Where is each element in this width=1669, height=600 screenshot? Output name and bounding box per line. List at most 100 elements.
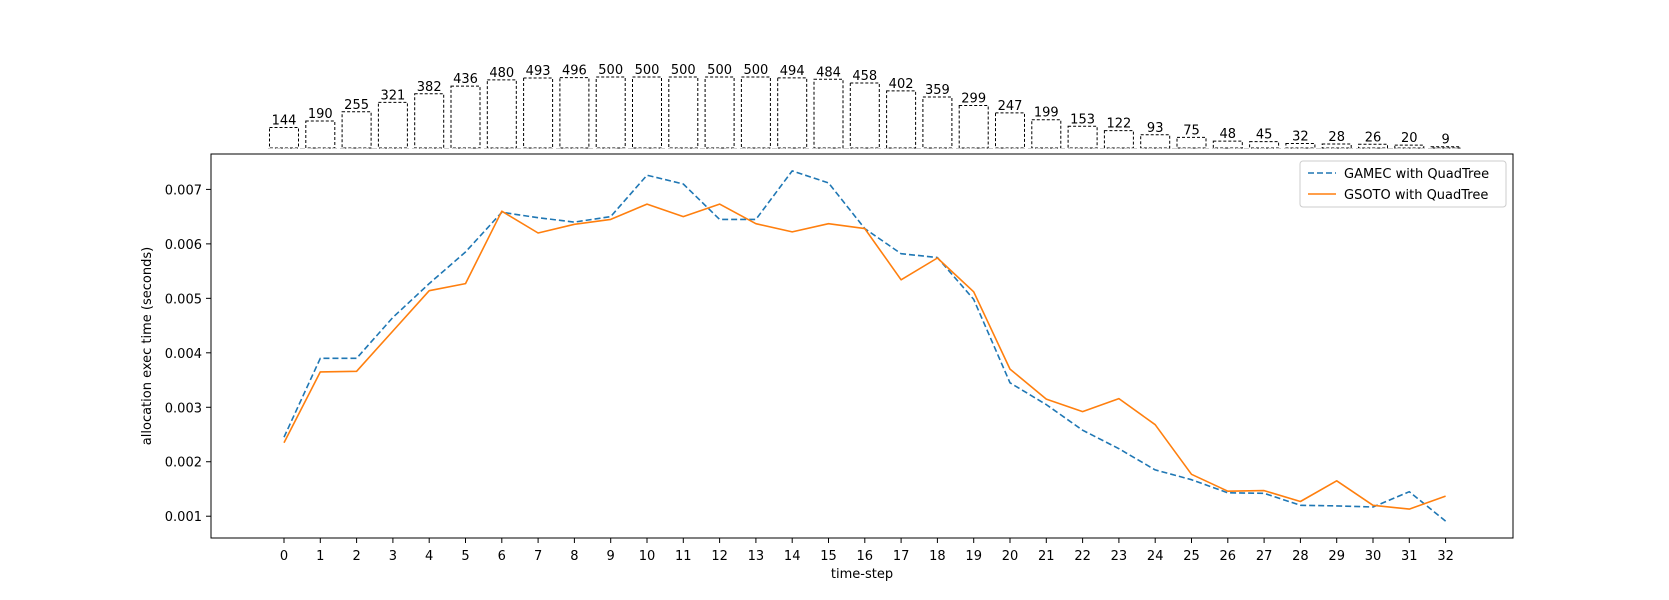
x-tick-label: 19 [965, 549, 982, 564]
series-line-gamec [283, 170, 1447, 522]
count-bar [305, 120, 336, 149]
x-tick-label: 0 [280, 549, 288, 564]
x-tick-label: 21 [1038, 549, 1055, 564]
series-lines [283, 170, 1447, 522]
x-tick-label: 10 [639, 549, 656, 564]
legend-label-gamec: GAMEC with QuadTree [1344, 167, 1489, 182]
count-bar-label: 153 [1070, 112, 1095, 127]
legend-label-gsoto: GSOTO with QuadTree [1344, 188, 1488, 203]
x-tick-label: 8 [570, 549, 578, 564]
count-bar [668, 76, 699, 149]
count-bar [813, 78, 844, 149]
x-axis-label: time-step [831, 567, 893, 582]
legend: GAMEC with QuadTree GSOTO with QuadTree [1299, 160, 1507, 208]
count-bar-label: 122 [1106, 117, 1131, 132]
count-bar [377, 101, 408, 149]
x-tick-label: 29 [1328, 549, 1345, 564]
x-tick-label: 5 [461, 549, 469, 564]
x-tick-label: 14 [784, 549, 801, 564]
count-bar-label: 144 [272, 114, 297, 129]
count-bar-label: 299 [961, 92, 986, 107]
count-bar-label: 93 [1147, 121, 1164, 136]
count-bar-label: 45 [1256, 128, 1273, 143]
x-tick-label: 32 [1437, 549, 1454, 564]
count-bar-label: 247 [998, 99, 1023, 114]
count-bar [1212, 140, 1243, 149]
x-tick-label: 6 [498, 549, 506, 564]
count-bar-label: 32 [1292, 129, 1309, 144]
x-tick-label: 31 [1401, 549, 1418, 564]
count-bar [269, 127, 299, 149]
x-tick-label: 26 [1220, 549, 1237, 564]
count-bar-label: 359 [925, 83, 950, 98]
count-bar-label: 458 [852, 69, 877, 84]
count-bar [777, 77, 808, 149]
x-tick-label: 16 [857, 549, 874, 564]
count-bar [523, 77, 554, 149]
x-tick-label: 27 [1256, 549, 1273, 564]
count-bar-label: 28 [1328, 130, 1345, 145]
y-tick-label: 0.007 [165, 183, 202, 198]
count-bar [559, 77, 590, 149]
count-bar-label: 20 [1401, 131, 1418, 146]
x-tick-label: 17 [893, 549, 910, 564]
x-tick-label: 3 [389, 549, 397, 564]
count-bar-label: 494 [780, 64, 805, 79]
count-bar [1067, 125, 1098, 149]
x-tick-label: 7 [534, 549, 542, 564]
count-bar [922, 96, 953, 149]
count-bar [1176, 136, 1207, 149]
count-bar-label: 496 [562, 64, 587, 79]
y-tick-label: 0.003 [165, 401, 202, 416]
count-bar [450, 85, 481, 149]
count-bar-label: 500 [635, 63, 660, 78]
y-axis: 0.001 0.002 0.003 0.004 0.005 0.006 0.007 [165, 183, 211, 525]
y-axis-label: allocation exec time (seconds) [140, 247, 155, 445]
x-tick-label: 23 [1111, 549, 1128, 564]
count-bar-label: 48 [1220, 127, 1237, 142]
x-tick-label: 22 [1074, 549, 1091, 564]
x-tick-label: 24 [1147, 549, 1164, 564]
x-tick-label: 1 [316, 549, 324, 564]
count-bar [414, 93, 445, 149]
count-bar [740, 76, 771, 149]
count-bar-label: 402 [889, 77, 914, 92]
x-tick-label: 11 [675, 549, 692, 564]
count-bar [1249, 141, 1280, 149]
count-bar-label: 190 [308, 107, 333, 122]
count-bar-label: 500 [598, 63, 623, 78]
count-bar [1285, 142, 1316, 149]
count-bar [1394, 144, 1425, 149]
count-bar-label: 255 [344, 98, 369, 113]
count-bar [849, 82, 880, 149]
count-bar [886, 90, 917, 149]
count-bar-label: 500 [707, 63, 732, 78]
plot-area [210, 153, 1514, 539]
x-tick-label: 4 [425, 549, 433, 564]
count-bar [1031, 119, 1062, 149]
count-bar-label: 480 [489, 66, 514, 81]
x-tick-label: 15 [820, 549, 837, 564]
count-bar [341, 111, 372, 149]
count-bar-label: 199 [1034, 106, 1059, 121]
x-tick-label: 9 [607, 549, 615, 564]
count-bar-label: 321 [380, 88, 405, 103]
y-tick-label: 0.005 [165, 292, 202, 307]
count-bar [486, 79, 517, 149]
count-bar-label: 484 [816, 65, 841, 80]
x-tick-label: 25 [1183, 549, 1200, 564]
x-axis: 0 1 2 3 4 5 6 7 8 9 10 11 12 13 14 15 16 17 18 19 20 21 22 23 24… [280, 538, 1454, 564]
x-tick-label: 18 [929, 549, 946, 564]
count-bar [595, 76, 626, 149]
count-bar-label: 382 [417, 80, 442, 95]
count-bar-label: 436 [453, 72, 478, 87]
x-tick-label: 30 [1365, 549, 1382, 564]
count-bar [1103, 130, 1134, 149]
x-tick-label: 28 [1292, 549, 1309, 564]
legend-box [1299, 160, 1507, 208]
y-tick-label: 0.002 [165, 456, 202, 471]
x-tick-label: 2 [352, 549, 360, 564]
count-bar-label: 9 [1441, 133, 1449, 148]
x-tick-label: 13 [748, 549, 765, 564]
count-bar-label: 26 [1365, 130, 1382, 145]
